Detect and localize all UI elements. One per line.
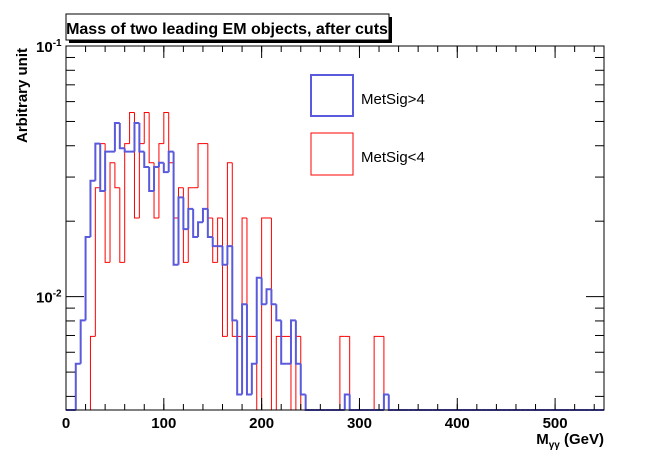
histogram-bin: [250, 362, 257, 395]
histogram-bin: [280, 320, 287, 365]
histogram-bin: [99, 143, 106, 192]
y-axis-title: Arbitrary unit: [14, 48, 31, 143]
legend-label-metsig-lt4: MetSig<4: [361, 149, 425, 166]
histogram-bin: [187, 207, 194, 230]
histogram-bin: [241, 303, 247, 395]
histogram-bin: [221, 246, 228, 266]
chart-title: Mass of two leading EM objects, after cu…: [66, 21, 388, 38]
plot-frame: [65, 45, 605, 411]
histogram-bin: [148, 112, 155, 164]
histogram-bin: [79, 319, 86, 364]
histogram-bin: [343, 393, 350, 410]
histogram-bin: [226, 245, 233, 265]
histogram-bin: [163, 111, 169, 144]
histogram-bin: [217, 217, 223, 263]
histogram-bin: [89, 335, 96, 410]
histogram-bin: [153, 166, 159, 191]
histogram-bin: [339, 335, 345, 410]
histogram-bin: [192, 208, 199, 238]
histogram-bin: [177, 196, 184, 265]
histogram-bin: [275, 304, 282, 322]
title-box: Mass of two leading EM objects, after cu…: [65, 13, 392, 43]
histogram-bin: [261, 217, 267, 410]
histogram-bin: [201, 207, 208, 223]
histogram-bin: [109, 162, 115, 263]
histogram-bin: [172, 151, 179, 266]
histogram-bin: [212, 217, 218, 263]
histogram-bin: [157, 161, 164, 168]
x-axis-title: Mγγ (GeV): [536, 431, 604, 451]
x-tick-label: 400: [445, 415, 470, 432]
histogram-bin: [373, 335, 380, 410]
x-tick-label: 0: [62, 415, 70, 432]
legend-swatch-metsig-lt4: [310, 132, 354, 176]
histogram-bin: [129, 111, 135, 144]
histogram-bin: [143, 151, 150, 169]
histogram-bin: [148, 167, 155, 192]
histogram-bin: [231, 246, 238, 322]
histogram-bin: [265, 288, 272, 305]
histogram-bin: [119, 187, 125, 263]
histogram-bin: [231, 162, 238, 337]
histogram-bin: [255, 276, 262, 364]
histogram-bin: [241, 217, 247, 337]
histogram-bin: [84, 235, 91, 321]
legend-swatch-metsig-gt4: [310, 74, 354, 117]
histogram-bin: [114, 162, 120, 189]
histogram-bin: [167, 150, 174, 173]
histogram-bin: [74, 362, 81, 410]
histogram-bin: [187, 187, 194, 263]
histogram-bin: [245, 304, 252, 396]
histogram-bin: [94, 187, 101, 337]
histogram-bin: [226, 162, 233, 337]
histogram-bin: [289, 319, 296, 364]
histogram-bin: [206, 208, 213, 238]
histogram-bin: [236, 320, 243, 396]
legend-label-metsig-gt4: MetSig>4: [361, 91, 425, 108]
histogram-bin: [94, 142, 101, 181]
histogram-bin: [211, 236, 218, 248]
y-tick-label: 10-1: [36, 38, 62, 56]
histogram-bin: [104, 150, 111, 191]
histogram-bin: [270, 289, 277, 306]
histogram-bin: [143, 111, 150, 144]
histogram-bin: [162, 162, 169, 174]
histogram-bin: [294, 320, 301, 365]
x-tick-label: 100: [151, 415, 176, 432]
histogram-bin: [382, 393, 389, 410]
histogram-bin: [275, 335, 282, 410]
x-tick-label: 300: [347, 415, 372, 432]
histogram-bin: [138, 122, 145, 153]
histogram-bin: [118, 122, 125, 150]
histogram-bin: [113, 121, 120, 152]
histogram-bin: [89, 179, 96, 237]
legend: MetSig>4 MetSig<4: [310, 74, 425, 176]
x-tick-label: 500: [543, 415, 568, 432]
histogram-bin: [299, 363, 306, 396]
histogram-bin: [124, 143, 130, 263]
histogram-bin: [197, 143, 203, 188]
histogram-bin: [197, 221, 203, 237]
histogram-bin: [123, 148, 130, 153]
histogram-bin: [133, 121, 140, 152]
y-tick-label: 10-2: [36, 289, 62, 307]
x-tick-label: 200: [249, 415, 274, 432]
axis-ticks: [65, 45, 604, 410]
y-tick-labels: 10-1 10-2: [36, 38, 62, 307]
histogram-bin: [260, 277, 267, 306]
histogram-bin: [158, 143, 164, 218]
histogram-bin: [182, 197, 189, 231]
x-tick-labels: 0 100 200 300 400 500: [62, 415, 568, 432]
